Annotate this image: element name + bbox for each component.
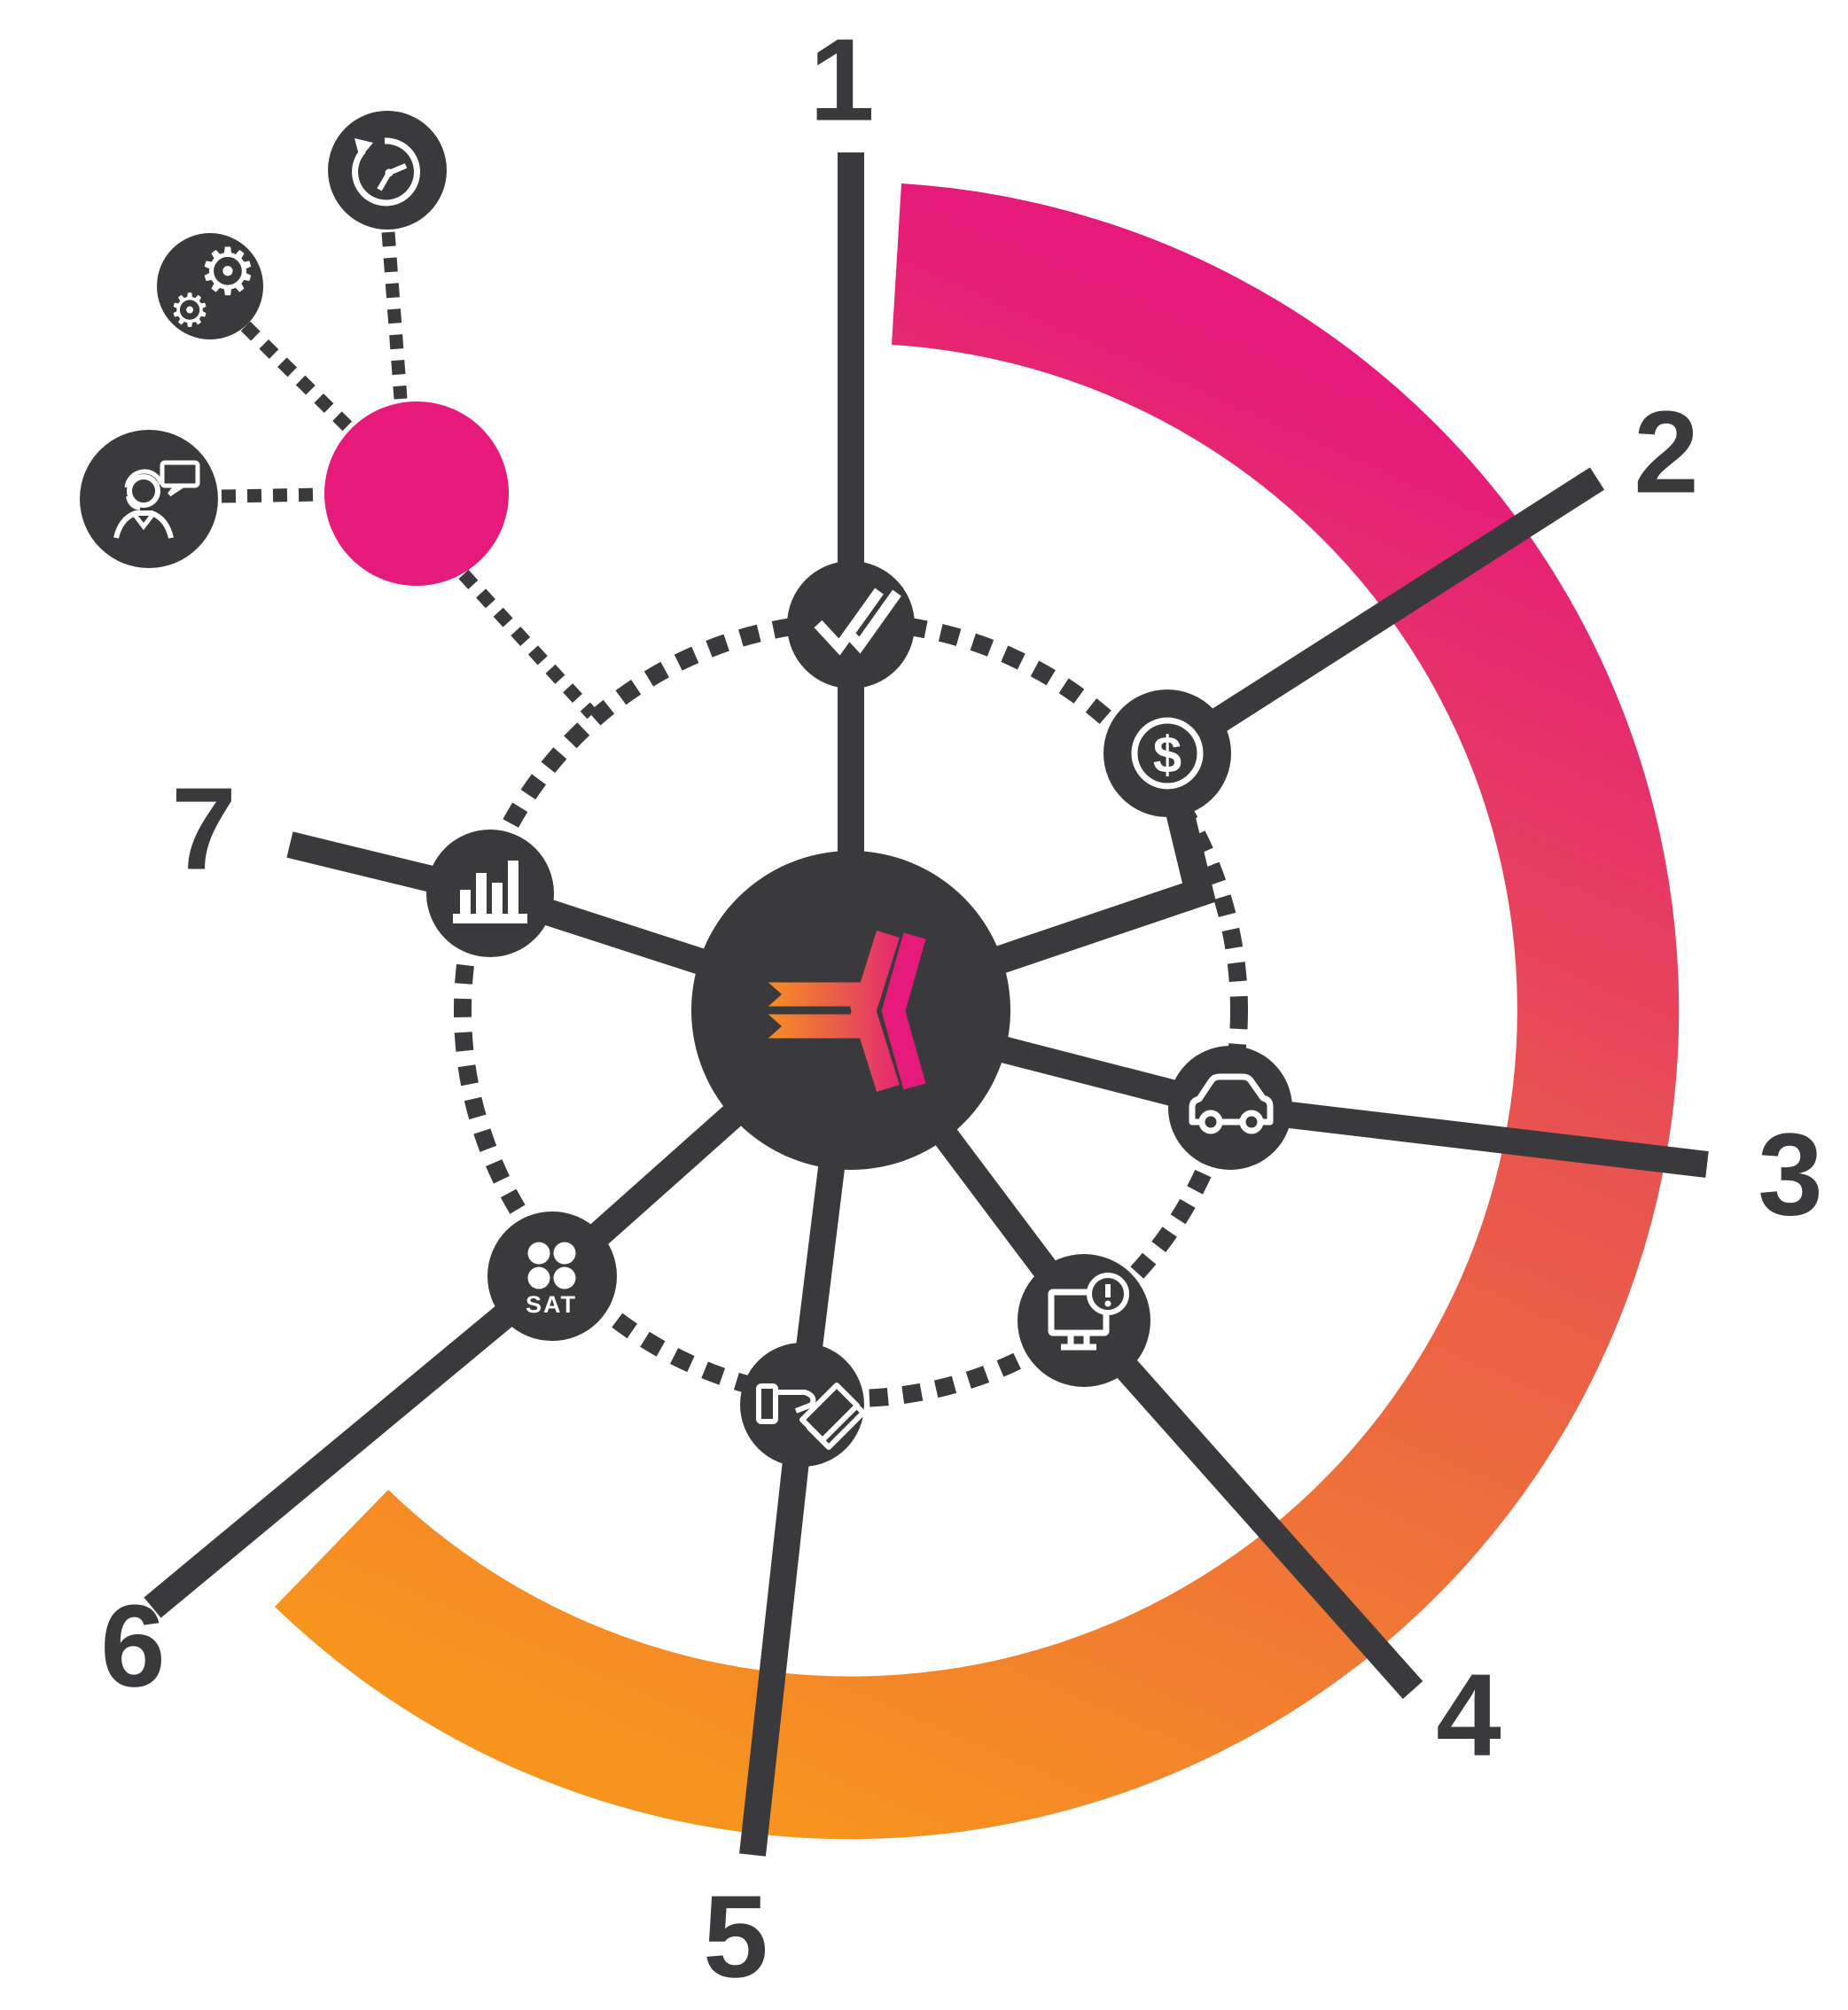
number-1: 1 [809, 15, 874, 145]
customer-support-icon [113, 460, 200, 539]
hub-circle [691, 851, 1010, 1170]
computer-alert-icon [1048, 1273, 1129, 1351]
number-5: 5 [703, 1872, 768, 2002]
brand-logo-icon [766, 930, 926, 1093]
cluster-support [80, 430, 218, 568]
node-4-computer [1018, 1254, 1150, 1387]
node-7-circle [426, 830, 554, 957]
node-2-circle [1103, 689, 1231, 817]
gear-large-glyph: ⚙ [199, 234, 257, 310]
car-icon [1189, 1073, 1274, 1134]
node-3-circle [1168, 1046, 1292, 1170]
cluster-clock [328, 111, 447, 230]
node-3-car [1168, 1046, 1292, 1170]
node-6-circle [487, 1211, 617, 1341]
spoke-2-outer [1159, 467, 1605, 765]
number-6: 6 [100, 1581, 165, 1711]
hand-payment-icon [756, 1383, 866, 1450]
connector-support-to-pink [221, 487, 322, 503]
history-clock-icon [352, 137, 420, 206]
double-check-icon [814, 588, 901, 656]
number-4: 4 [1436, 1650, 1501, 1780]
node-5-circle [740, 1343, 864, 1467]
node-5-payment [740, 1343, 866, 1467]
number-3: 3 [1758, 1110, 1822, 1240]
connector-clock-to-pink [381, 231, 408, 400]
connector-pink-to-ring [458, 569, 597, 720]
node-2-dollar: $ [1103, 689, 1231, 817]
dollar-sign: $ [1153, 727, 1181, 784]
gear-small-glyph: ⚙ [169, 284, 211, 338]
step-numbers: 1 2 3 4 5 6 7 [100, 15, 1822, 2002]
node-1-check [787, 561, 915, 689]
cluster-support-circle [80, 430, 218, 568]
cluster-gears-circle [157, 233, 263, 339]
node-6-sat: SAT [487, 1211, 617, 1341]
logo-blade [881, 932, 926, 1090]
logo-notch-top [766, 980, 782, 1009]
bar-chart-icon [453, 861, 527, 923]
logo-notch-bottom [766, 1012, 782, 1040]
gradient-progress-arc [275, 183, 1680, 1840]
sat-label: SAT [526, 1291, 577, 1318]
node-4-circle [1018, 1254, 1150, 1387]
node-7-chart [426, 830, 554, 957]
dollar-coin-icon: $ [1131, 717, 1204, 790]
cluster-gears: ⚙ ⚙ [157, 233, 263, 339]
cluster-connectors [221, 231, 597, 720]
number-2: 2 [1634, 387, 1698, 518]
number-7: 7 [171, 764, 236, 894]
connector-gears-to-pink [240, 321, 356, 435]
sat-logo-icon: SAT [526, 1242, 577, 1318]
logo-arm-down [850, 999, 900, 1093]
gears-icon: ⚙ ⚙ [169, 234, 257, 338]
cluster-pink-circle [324, 401, 509, 586]
hub [691, 851, 1010, 1170]
